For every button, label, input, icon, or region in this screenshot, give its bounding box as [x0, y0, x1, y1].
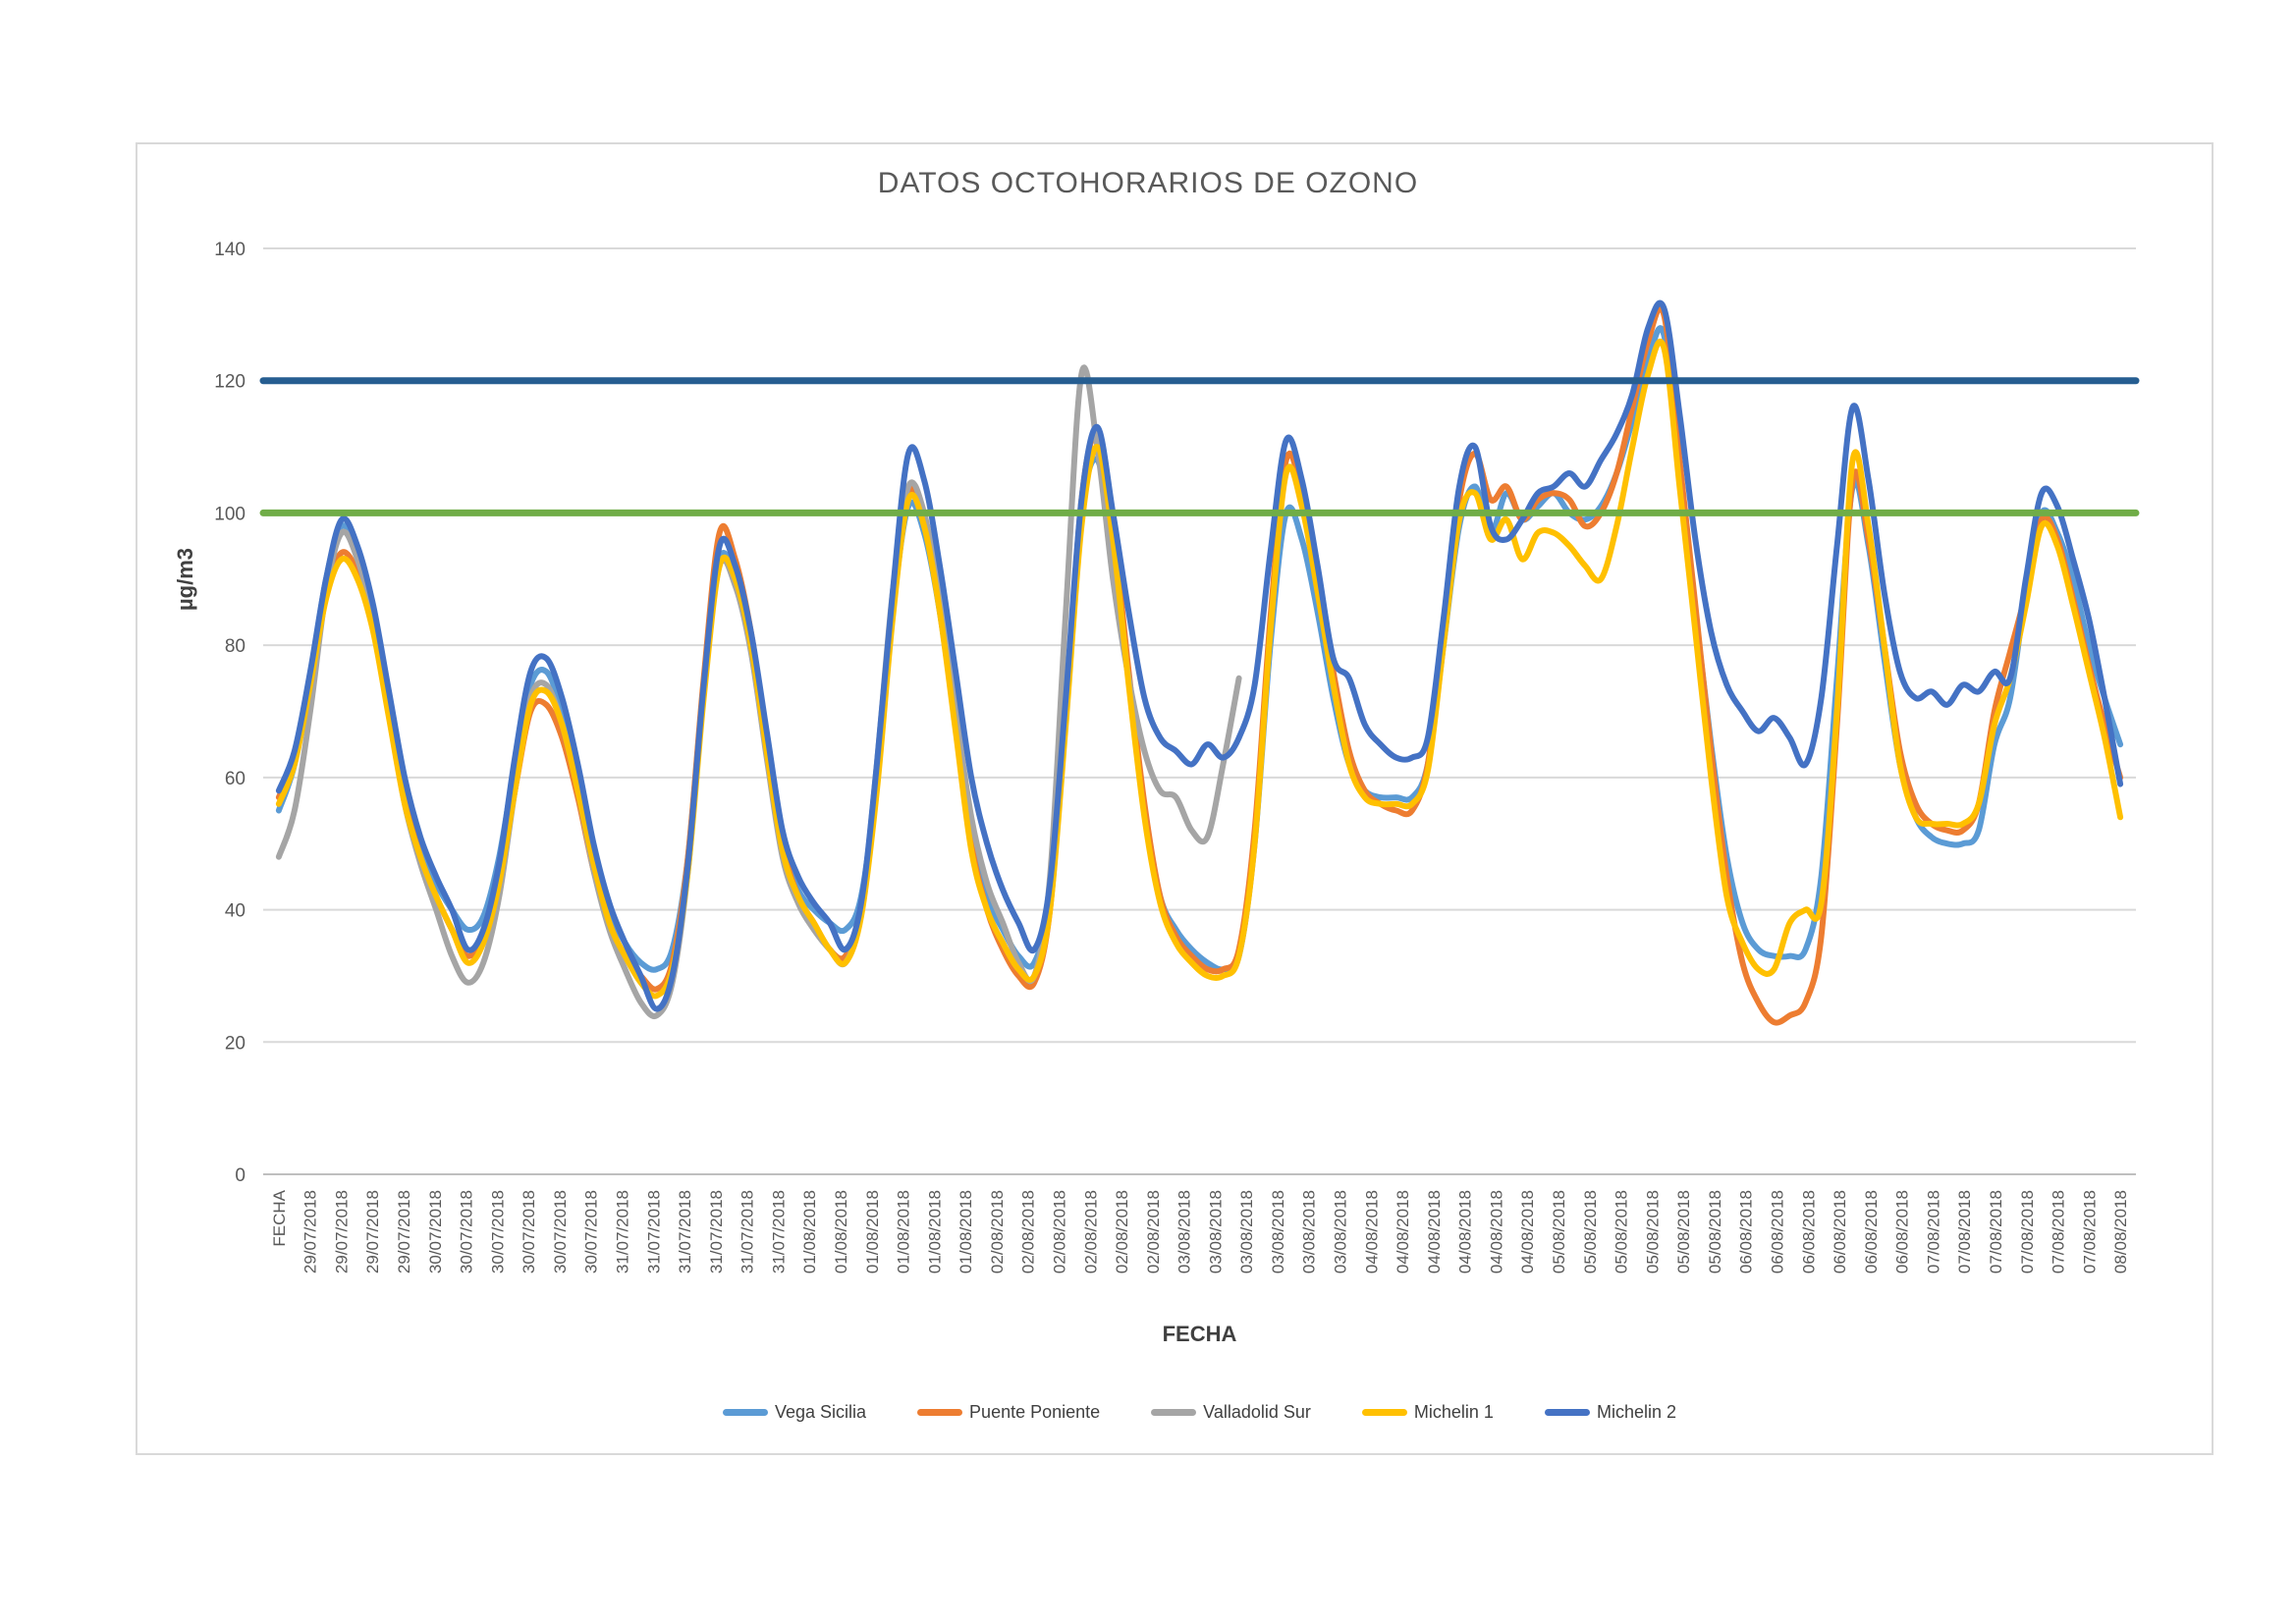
x-tick-label: 02/08/2018 [1050, 1190, 1068, 1273]
x-tick-label: 03/08/2018 [1332, 1190, 1350, 1273]
x-tick-label: 01/08/2018 [957, 1190, 975, 1273]
y-axis-labels: 0 20 40 60 80 100 120 140 [214, 240, 246, 1186]
legend-item-puente-poniente[interactable]: Puente Poniente [917, 1402, 1100, 1423]
x-tick-label: 01/08/2018 [800, 1190, 819, 1273]
x-axis-labels: FECHA 29/07/2018 29/07/2018 29/07/2018 29/07… [270, 1189, 2130, 1273]
x-tick-label: 04/08/2018 [1456, 1190, 1475, 1273]
y-tick-label: 120 [214, 372, 246, 393]
x-tick-label: 31/07/2018 [644, 1190, 663, 1273]
x-tick-label: 04/08/2018 [1362, 1190, 1381, 1273]
x-tick-label: 30/07/2018 [426, 1190, 445, 1273]
legend-marker-michelin-2 [1544, 1409, 1590, 1416]
legend-marker-vega-sicilia [722, 1409, 768, 1416]
x-tick-label: 30/07/2018 [519, 1190, 538, 1273]
x-tick-label: 05/08/2018 [1706, 1190, 1724, 1273]
x-tick-label: 04/08/2018 [1518, 1190, 1537, 1273]
x-tick-label: 05/08/2018 [1643, 1190, 1662, 1273]
x-tick-label: 07/08/2018 [1987, 1190, 2005, 1273]
x-tick-label: 08/08/2018 [2111, 1190, 2130, 1273]
x-tick-label: 30/07/2018 [551, 1190, 570, 1273]
x-tick-label: 06/08/2018 [1799, 1190, 1818, 1273]
y-tick-label: 140 [214, 240, 246, 260]
x-tick-label: 07/08/2018 [2080, 1190, 2099, 1273]
x-tick-label: 03/08/2018 [1237, 1190, 1256, 1273]
x-tick-label: 02/08/2018 [1081, 1190, 1100, 1273]
x-tick-label: 02/08/2018 [1144, 1190, 1163, 1273]
x-tick-label: 30/07/2018 [488, 1190, 507, 1273]
x-tick-label: 06/08/2018 [1737, 1190, 1756, 1273]
x-tick-label: 05/08/2018 [1613, 1190, 1631, 1273]
legend-marker-puente-poniente [917, 1409, 963, 1416]
x-tick-label: 02/08/2018 [988, 1190, 1007, 1273]
x-tick-label: 02/08/2018 [1019, 1190, 1038, 1273]
legend-marker-valladolid-sur [1151, 1409, 1197, 1416]
legend-item-michelin-1[interactable]: Michelin 1 [1361, 1402, 1494, 1423]
y-tick-label: 40 [225, 901, 246, 922]
y-axis-title: µg/m3 [173, 547, 197, 612]
x-tick-label: 01/08/2018 [832, 1190, 850, 1273]
x-tick-label: 01/08/2018 [925, 1190, 944, 1273]
x-tick-label: 03/08/2018 [1300, 1190, 1319, 1273]
legend: Vega Sicilia Puente Poniente Valladolid Su… [263, 1402, 2136, 1423]
x-tick-label: FECHA [270, 1189, 289, 1246]
x-tick-label: 03/08/2018 [1175, 1190, 1194, 1273]
x-tick-label: 03/08/2018 [1269, 1190, 1287, 1273]
x-tick-label: 04/08/2018 [1394, 1190, 1412, 1273]
x-tick-label: 07/08/2018 [1955, 1190, 1974, 1273]
x-tick-label: 05/08/2018 [1550, 1190, 1568, 1273]
x-tick-label: 05/08/2018 [1674, 1190, 1693, 1273]
series-lines [275, 299, 2124, 1026]
x-tick-label: 31/07/2018 [769, 1190, 788, 1273]
chart-title: DATOS OCTOHORARIOS DE OZONO [877, 167, 1419, 199]
x-tick-label: 01/08/2018 [863, 1190, 882, 1273]
legend-label: Michelin 2 [1596, 1402, 1676, 1422]
legend-item-michelin-2[interactable]: Michelin 2 [1544, 1402, 1676, 1423]
x-tick-label: 07/08/2018 [1924, 1190, 1942, 1273]
y-tick-label: 80 [225, 636, 246, 657]
series-line-puente-poniente[interactable] [275, 304, 2124, 1026]
x-axis-title: FECHA [1162, 1322, 1237, 1346]
x-tick-label: 31/07/2018 [707, 1190, 726, 1273]
x-tick-label: 04/08/2018 [1487, 1190, 1505, 1273]
x-tick-label: 29/07/2018 [363, 1190, 382, 1273]
legend-marker-michelin-1 [1361, 1409, 1407, 1416]
x-tick-label: 07/08/2018 [2050, 1190, 2068, 1273]
x-tick-label: 30/07/2018 [458, 1190, 476, 1273]
x-tick-label: 03/08/2018 [1206, 1190, 1225, 1273]
legend-item-valladolid-sur[interactable]: Valladolid Sur [1151, 1402, 1311, 1423]
x-tick-label: 29/07/2018 [332, 1190, 351, 1273]
x-tick-label: 31/07/2018 [676, 1190, 694, 1273]
y-tick-label: 0 [235, 1165, 246, 1186]
x-tick-label: 04/08/2018 [1425, 1190, 1444, 1273]
x-tick-label: 31/07/2018 [738, 1190, 757, 1273]
x-tick-label: 05/08/2018 [1581, 1190, 1600, 1273]
y-gridlines [263, 247, 2136, 1044]
series-line-michelin-1[interactable] [275, 338, 2124, 1000]
x-tick-label: 31/07/2018 [614, 1190, 632, 1273]
series-line-michelin-2[interactable] [275, 299, 2124, 1012]
legend-item-vega-sicilia[interactable]: Vega Sicilia [722, 1402, 867, 1423]
x-tick-label: 06/08/2018 [1893, 1190, 1912, 1273]
y-tick-label: 60 [225, 769, 246, 789]
y-tick-label: 100 [214, 504, 246, 524]
legend-label: Michelin 1 [1413, 1402, 1494, 1422]
x-tick-label: 30/07/2018 [582, 1190, 601, 1273]
x-tick-label: 06/08/2018 [1831, 1190, 1849, 1273]
legend-label: Valladolid Sur [1203, 1402, 1311, 1422]
x-tick-label: 06/08/2018 [1862, 1190, 1881, 1273]
y-tick-label: 20 [225, 1033, 246, 1054]
x-tick-label: 06/08/2018 [1768, 1190, 1786, 1273]
x-tick-label: 29/07/2018 [301, 1190, 320, 1273]
x-tick-label: 29/07/2018 [395, 1190, 413, 1273]
x-tick-label: 01/08/2018 [895, 1190, 913, 1273]
legend-label: Puente Poniente [969, 1402, 1101, 1422]
x-tick-label: 07/08/2018 [2018, 1190, 2037, 1273]
x-tick-label: 02/08/2018 [1113, 1190, 1131, 1273]
legend-label: Vega Sicilia [774, 1402, 867, 1422]
